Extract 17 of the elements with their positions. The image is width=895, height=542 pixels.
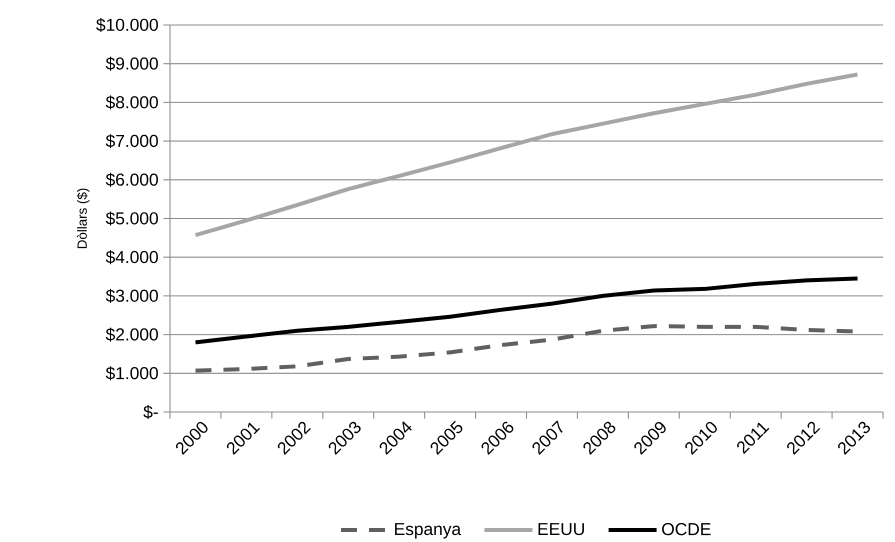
y-tick-label: $- [143, 404, 158, 420]
y-tick-label: $9.000 [106, 56, 158, 71]
legend-label: EEUU [538, 523, 584, 536]
y-axis-title: Dòllars ($) [76, 188, 90, 248]
y-tick-label: $6.000 [106, 172, 158, 187]
y-tick-label: $3.000 [106, 288, 158, 303]
y-tick-label: $8.000 [106, 95, 158, 110]
y-tick-label: $7.000 [106, 134, 158, 148]
y-tick-label: $5.000 [106, 211, 158, 226]
legend-label: OCDE [662, 522, 711, 536]
y-tick-label: $10.000 [96, 18, 158, 32]
y-tick-label: $2.000 [106, 328, 158, 342]
legend-label: Espanya [395, 523, 462, 539]
y-tick-label: $1.000 [106, 366, 158, 380]
line-series [193, 276, 860, 344]
line-series [193, 72, 860, 238]
y-tick-label: $4.000 [106, 250, 158, 264]
